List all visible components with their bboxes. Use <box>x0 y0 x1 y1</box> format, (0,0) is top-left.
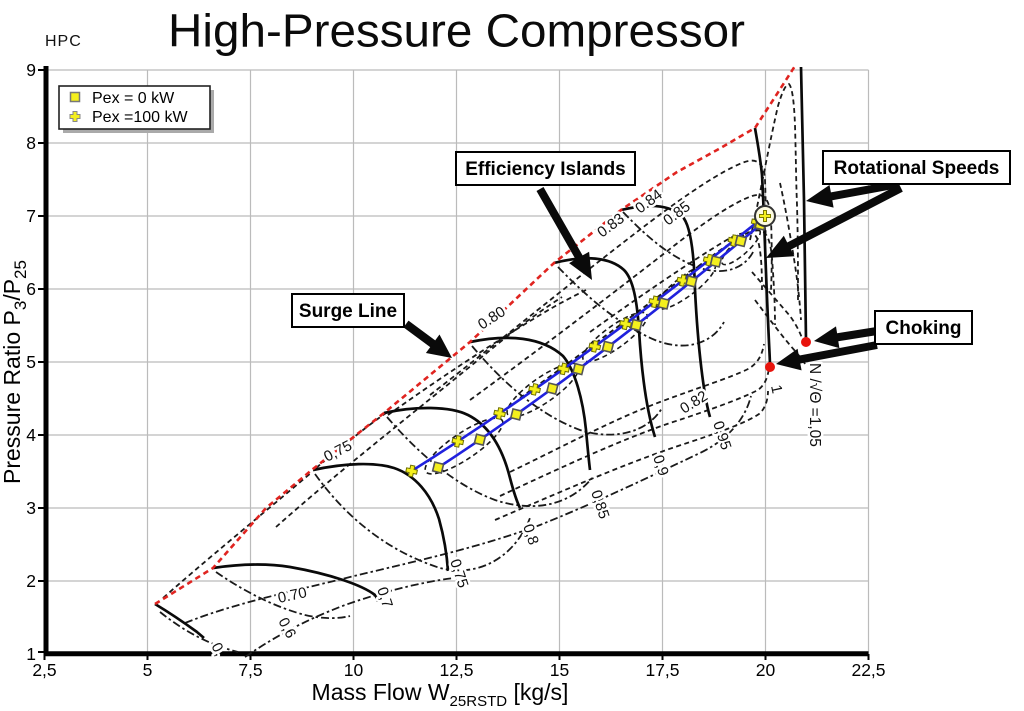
svg-text:Efficiency Islands: Efficiency Islands <box>465 159 626 180</box>
svg-text:Pex = 0 kW: Pex = 0 kW <box>92 90 175 107</box>
svg-text:7: 7 <box>26 206 36 226</box>
svg-text:10: 10 <box>344 660 364 680</box>
svg-text:Pex =100 kW: Pex =100 kW <box>92 109 189 126</box>
svg-text:15: 15 <box>550 660 569 680</box>
svg-text:Surge Line: Surge Line <box>299 301 397 322</box>
svg-text:High-Pressure Compressor: High-Pressure Compressor <box>168 5 745 57</box>
svg-text:N /√Θ =1,05: N /√Θ =1,05 <box>806 363 823 447</box>
svg-text:6: 6 <box>26 279 36 299</box>
svg-text:7,5: 7,5 <box>238 660 262 680</box>
svg-text:17,5: 17,5 <box>645 660 679 680</box>
svg-text:Rotational Speeds: Rotational Speeds <box>834 158 1000 179</box>
svg-text:20: 20 <box>756 660 776 680</box>
svg-text:HPC: HPC <box>45 33 82 50</box>
svg-text:4: 4 <box>26 425 36 445</box>
svg-text:3: 3 <box>26 498 36 518</box>
svg-text:2,5: 2,5 <box>32 660 56 680</box>
svg-text:8: 8 <box>26 133 36 153</box>
svg-text:9: 9 <box>26 60 36 80</box>
svg-text:Choking: Choking <box>886 318 962 339</box>
svg-text:22,5: 22,5 <box>851 660 885 680</box>
svg-text:5: 5 <box>143 660 153 680</box>
svg-text:Mass Flow W25RSTD [kg/s]: Mass Flow W25RSTD [kg/s] <box>312 679 569 710</box>
svg-text:2: 2 <box>26 571 36 591</box>
svg-text:12,5: 12,5 <box>439 660 473 680</box>
svg-text:5: 5 <box>26 352 36 372</box>
svg-text:1: 1 <box>26 644 36 664</box>
